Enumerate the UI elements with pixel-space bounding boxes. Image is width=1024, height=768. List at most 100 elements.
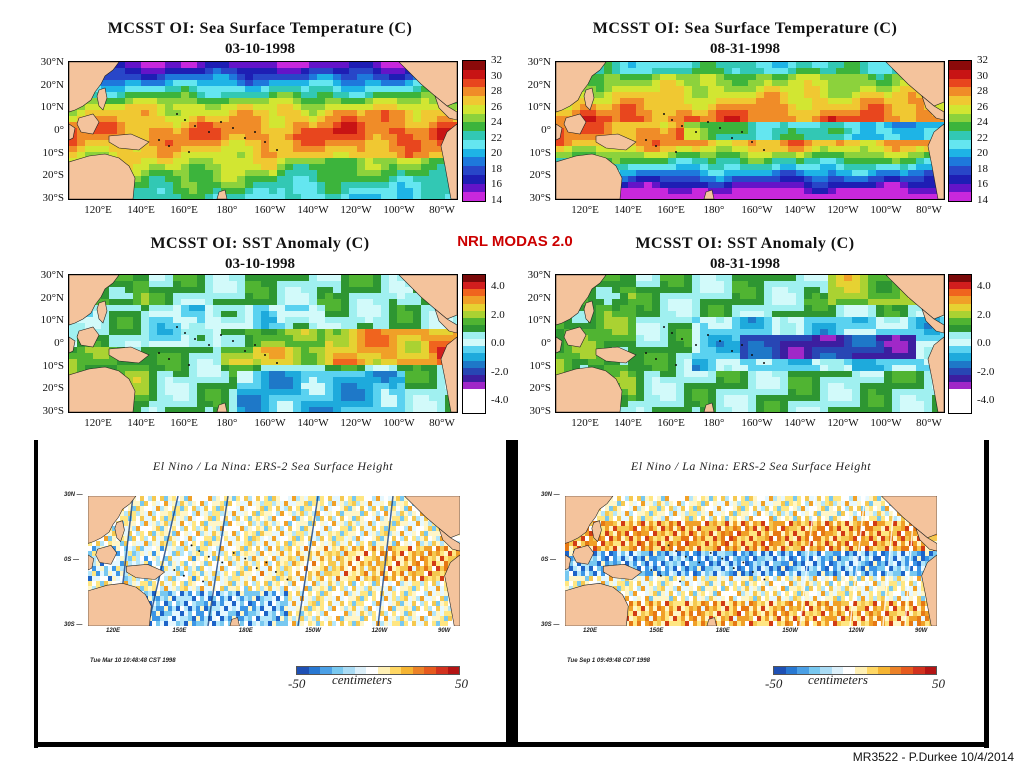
island-dot [671,119,673,121]
sst-cell [229,80,238,87]
anomaly-cell [173,275,182,282]
sst-cell [828,146,837,153]
sst-cell [764,74,773,81]
ssh-frame-divider [506,440,518,746]
anomaly-cell [237,293,246,300]
ssh-cell [180,496,185,502]
sst-cell [836,146,845,153]
ssh-cell [204,501,209,507]
sst-cell [900,92,909,99]
sst-cell [205,182,214,189]
ssh-cell [160,501,165,507]
sst-cell [325,188,334,195]
sst-cell [181,128,190,135]
sst-cell [285,68,294,75]
sst-cell [796,194,805,199]
anomaly-cell [173,335,182,342]
sst-cell [876,68,885,75]
anomaly-cell [341,305,350,312]
anomaly-cell [381,401,390,408]
lat-label: 20°S [529,382,551,395]
anomaly-cell [852,389,861,396]
sst-cell [692,134,701,141]
lat-label: 20°S [42,382,64,395]
sst-cell [285,86,294,93]
anomaly-cell [357,341,366,348]
anomaly-cell [900,383,909,390]
lat-label: 20°S [42,169,64,182]
anomaly-cell [684,371,693,378]
anomaly-cell [652,287,661,294]
anomaly-cell [173,305,182,312]
sst-cell [852,86,861,93]
sst-cell [133,68,142,75]
sst-cell [429,110,438,117]
anomaly-cell [700,377,709,384]
anomaly-cell [796,329,805,336]
anomaly-cell [309,317,318,324]
sst-cell [253,146,262,153]
anomaly-cell [804,305,813,312]
sst-cell [317,158,326,165]
anomaly-cell [588,329,597,336]
anomaly-cell [397,353,406,360]
ssh-cell [316,501,321,507]
sst-cell [429,116,438,123]
sst-cell [756,110,765,117]
sst-cell [421,188,430,195]
anomaly-cell [772,353,781,360]
lon-label: 180° [703,204,725,216]
anomaly-cell [676,407,685,412]
anomaly-cell [836,275,845,282]
sst-cell [381,68,390,75]
sst-cell [165,98,174,105]
ssh-cell [396,501,401,507]
lat-label: 20°N [527,78,551,91]
landmass-group [556,275,944,412]
sst-cell [724,152,733,159]
colorbar-swatch [949,275,971,283]
anomaly-cell [732,335,741,342]
sst-cell [644,92,653,99]
anomaly-cell [676,347,685,354]
anomaly-cell [333,317,342,324]
sst-cell [173,188,182,195]
sst-cell [764,158,773,165]
sst-cell [924,146,933,153]
anomaly-cell [668,281,677,288]
colorbar-swatch [463,192,485,201]
anomaly-cell [101,329,110,336]
sst-cell [309,182,318,189]
anomaly-cell [556,353,565,360]
sst-cell [900,134,909,141]
sst-cell [205,62,214,69]
anomaly-cell [668,371,677,378]
anomaly-cell [173,365,182,372]
anomaly-cell [732,401,741,408]
anomaly-cell [668,353,677,360]
anomaly-cell [764,407,773,412]
anomaly-cell [732,323,741,330]
anomaly-cell [852,293,861,300]
sst-cell [564,146,573,153]
sst-cell [668,188,677,195]
anomaly-cell [133,299,142,306]
sst-cell [692,170,701,177]
anomaly-cell [732,377,741,384]
sst-cell [293,128,302,135]
anomaly-cell [700,293,709,300]
sst-cell [924,182,933,189]
sst-cell [173,68,182,75]
sst-cell [684,158,693,165]
anomaly-cell [397,275,406,282]
sst-cell [756,188,765,195]
sst-cell [133,74,142,81]
anomaly-cell [692,347,701,354]
anomaly-cell [612,293,621,300]
ssh-cell [232,496,237,502]
sst-cell [916,182,925,189]
anomaly-cell [109,323,118,330]
anomaly-cell [612,275,621,282]
anomaly-cell [628,359,637,366]
anomaly-cell [732,371,741,378]
